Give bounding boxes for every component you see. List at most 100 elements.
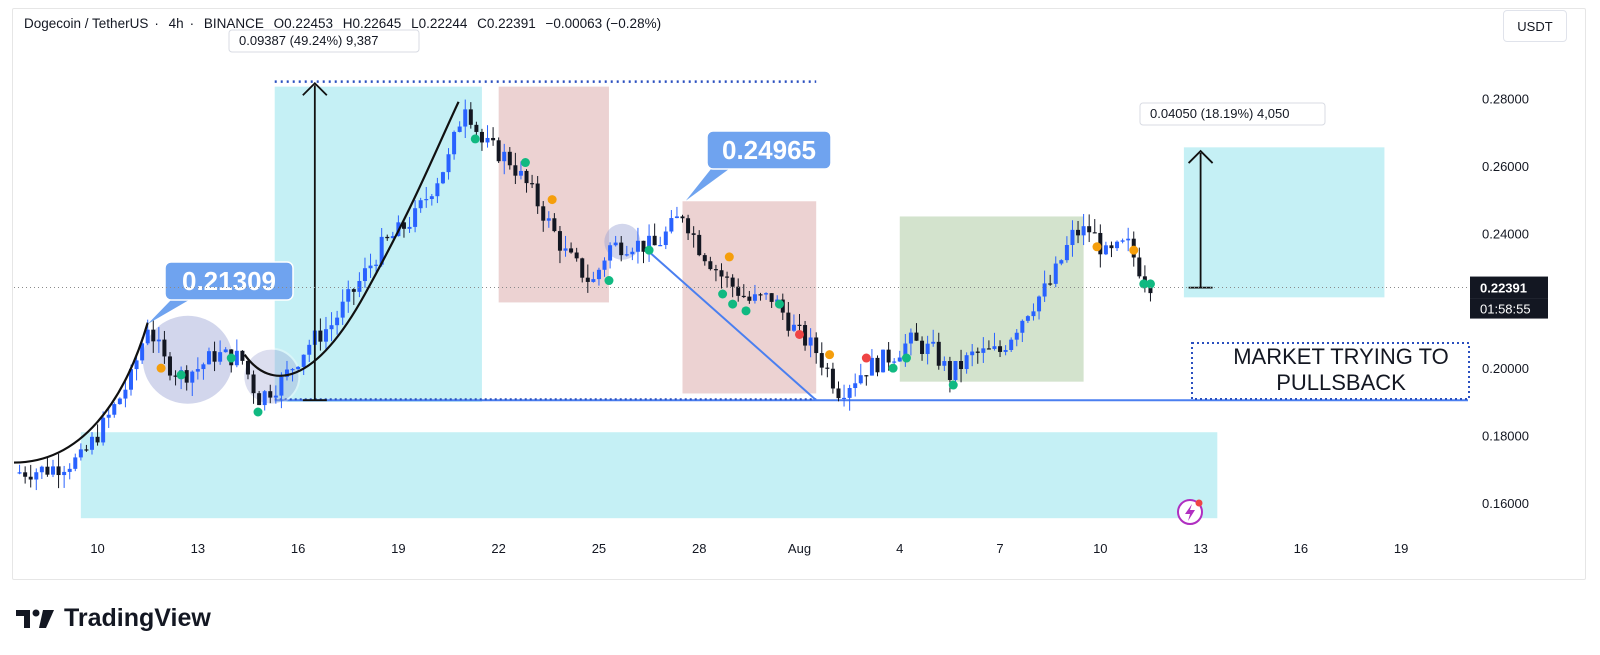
candle-body bbox=[842, 397, 847, 400]
candle-body bbox=[23, 472, 28, 477]
candle-body bbox=[602, 260, 607, 270]
candle-body bbox=[379, 236, 384, 265]
brand-name: TradingView bbox=[64, 604, 211, 632]
annotation-text: MARKET TRYING TO bbox=[1233, 344, 1449, 369]
candle-body bbox=[1053, 263, 1058, 284]
callout-box bbox=[706, 130, 832, 170]
candle-body bbox=[385, 236, 390, 239]
callout-label: 0.21309 bbox=[182, 266, 276, 296]
candle-body bbox=[1014, 332, 1019, 340]
candle-body bbox=[697, 234, 702, 256]
tradingview-brand: TradingView bbox=[16, 604, 211, 633]
candle-body bbox=[541, 206, 546, 221]
candle-body bbox=[1042, 283, 1047, 297]
candle-body bbox=[167, 356, 172, 376]
candle-body bbox=[819, 353, 824, 368]
candle-body bbox=[752, 294, 757, 301]
candle-body bbox=[301, 354, 306, 367]
candle-body bbox=[173, 375, 178, 377]
candle-body bbox=[574, 252, 579, 259]
candle-body bbox=[518, 170, 523, 176]
candle-body bbox=[981, 348, 986, 353]
candle-body bbox=[62, 471, 67, 476]
low-value: L0.22244 bbox=[411, 16, 468, 31]
currency-selector[interactable]: USDT bbox=[1503, 10, 1567, 42]
candle-body bbox=[936, 341, 941, 366]
candle-body bbox=[435, 183, 440, 197]
pivot-circle bbox=[604, 223, 641, 260]
candle-body bbox=[463, 109, 468, 127]
chart-frame[interactable] bbox=[12, 8, 1586, 580]
y-tick-label: 0.20000 bbox=[1482, 361, 1529, 376]
candle-body bbox=[162, 339, 167, 357]
candle-body bbox=[953, 360, 958, 380]
candle-body bbox=[680, 216, 685, 219]
candle-body bbox=[28, 476, 33, 480]
candle-body bbox=[296, 366, 301, 370]
candle-body bbox=[881, 349, 886, 373]
candle-body bbox=[245, 360, 250, 375]
candle-body bbox=[769, 293, 774, 302]
candle-body bbox=[340, 301, 345, 318]
parabolic-curve-2 bbox=[243, 101, 460, 377]
signal-dot bbox=[604, 276, 614, 286]
down-trendline bbox=[648, 251, 817, 401]
signal-dot bbox=[520, 158, 530, 168]
parabolic-curve-1 bbox=[13, 322, 149, 464]
y-tick-label: 0.28000 bbox=[1482, 91, 1529, 106]
zone-red-2 bbox=[498, 86, 609, 303]
candle-body bbox=[814, 337, 819, 354]
annotation-box bbox=[1191, 342, 1470, 400]
candle-body bbox=[290, 369, 295, 371]
candle-body bbox=[708, 261, 713, 270]
candle-body bbox=[524, 170, 529, 184]
candle-body bbox=[401, 222, 406, 229]
candle-body bbox=[407, 226, 412, 229]
candle-body bbox=[1025, 316, 1030, 321]
candle-body bbox=[413, 208, 418, 227]
candle-body bbox=[440, 172, 445, 184]
symbol-name[interactable]: Dogecoin / TetherUS bbox=[24, 16, 149, 31]
candle-body bbox=[998, 346, 1003, 352]
retest-circle bbox=[242, 347, 301, 406]
interval[interactable]: 4h bbox=[168, 16, 184, 31]
candle-body bbox=[585, 277, 590, 282]
candle-body bbox=[1003, 349, 1008, 352]
y-tick-label: 0.24000 bbox=[1482, 226, 1529, 241]
candle-body bbox=[1137, 257, 1142, 277]
candle-body bbox=[686, 218, 691, 234]
candle-body bbox=[663, 231, 668, 246]
candle-body bbox=[925, 343, 930, 354]
candle-body bbox=[56, 466, 61, 476]
candle-body bbox=[474, 124, 479, 132]
candle-body bbox=[1081, 226, 1086, 236]
signal-dot bbox=[948, 380, 958, 390]
candle-body bbox=[702, 255, 707, 262]
candle-body bbox=[569, 248, 574, 253]
zone-green-4 bbox=[899, 216, 1084, 382]
x-tick-label: 28 bbox=[692, 541, 706, 556]
tradingview-logo-icon bbox=[16, 609, 54, 628]
candle-body bbox=[1115, 241, 1120, 249]
x-tick-label: 7 bbox=[996, 541, 1003, 556]
last-price-label: 0.22391 bbox=[1480, 281, 1527, 296]
signal-dot bbox=[774, 299, 784, 309]
signal-dot bbox=[718, 289, 728, 299]
candle-body bbox=[156, 339, 161, 342]
callout-label: 0.24965 bbox=[722, 135, 816, 165]
candle-body bbox=[808, 337, 813, 346]
candle-body bbox=[1031, 311, 1036, 317]
candle-body bbox=[323, 329, 328, 342]
signal-dot bbox=[547, 195, 557, 205]
candle-body bbox=[89, 436, 94, 450]
candle-body bbox=[513, 165, 518, 176]
candle-body bbox=[920, 340, 925, 354]
x-tick-label: 16 bbox=[1294, 541, 1308, 556]
candle-body bbox=[429, 196, 434, 200]
alert-dot-icon bbox=[1195, 499, 1203, 507]
y-tick-label: 0.16000 bbox=[1482, 496, 1529, 511]
candle-body bbox=[45, 466, 50, 475]
candle-body bbox=[741, 295, 746, 298]
candle-body bbox=[34, 472, 39, 480]
